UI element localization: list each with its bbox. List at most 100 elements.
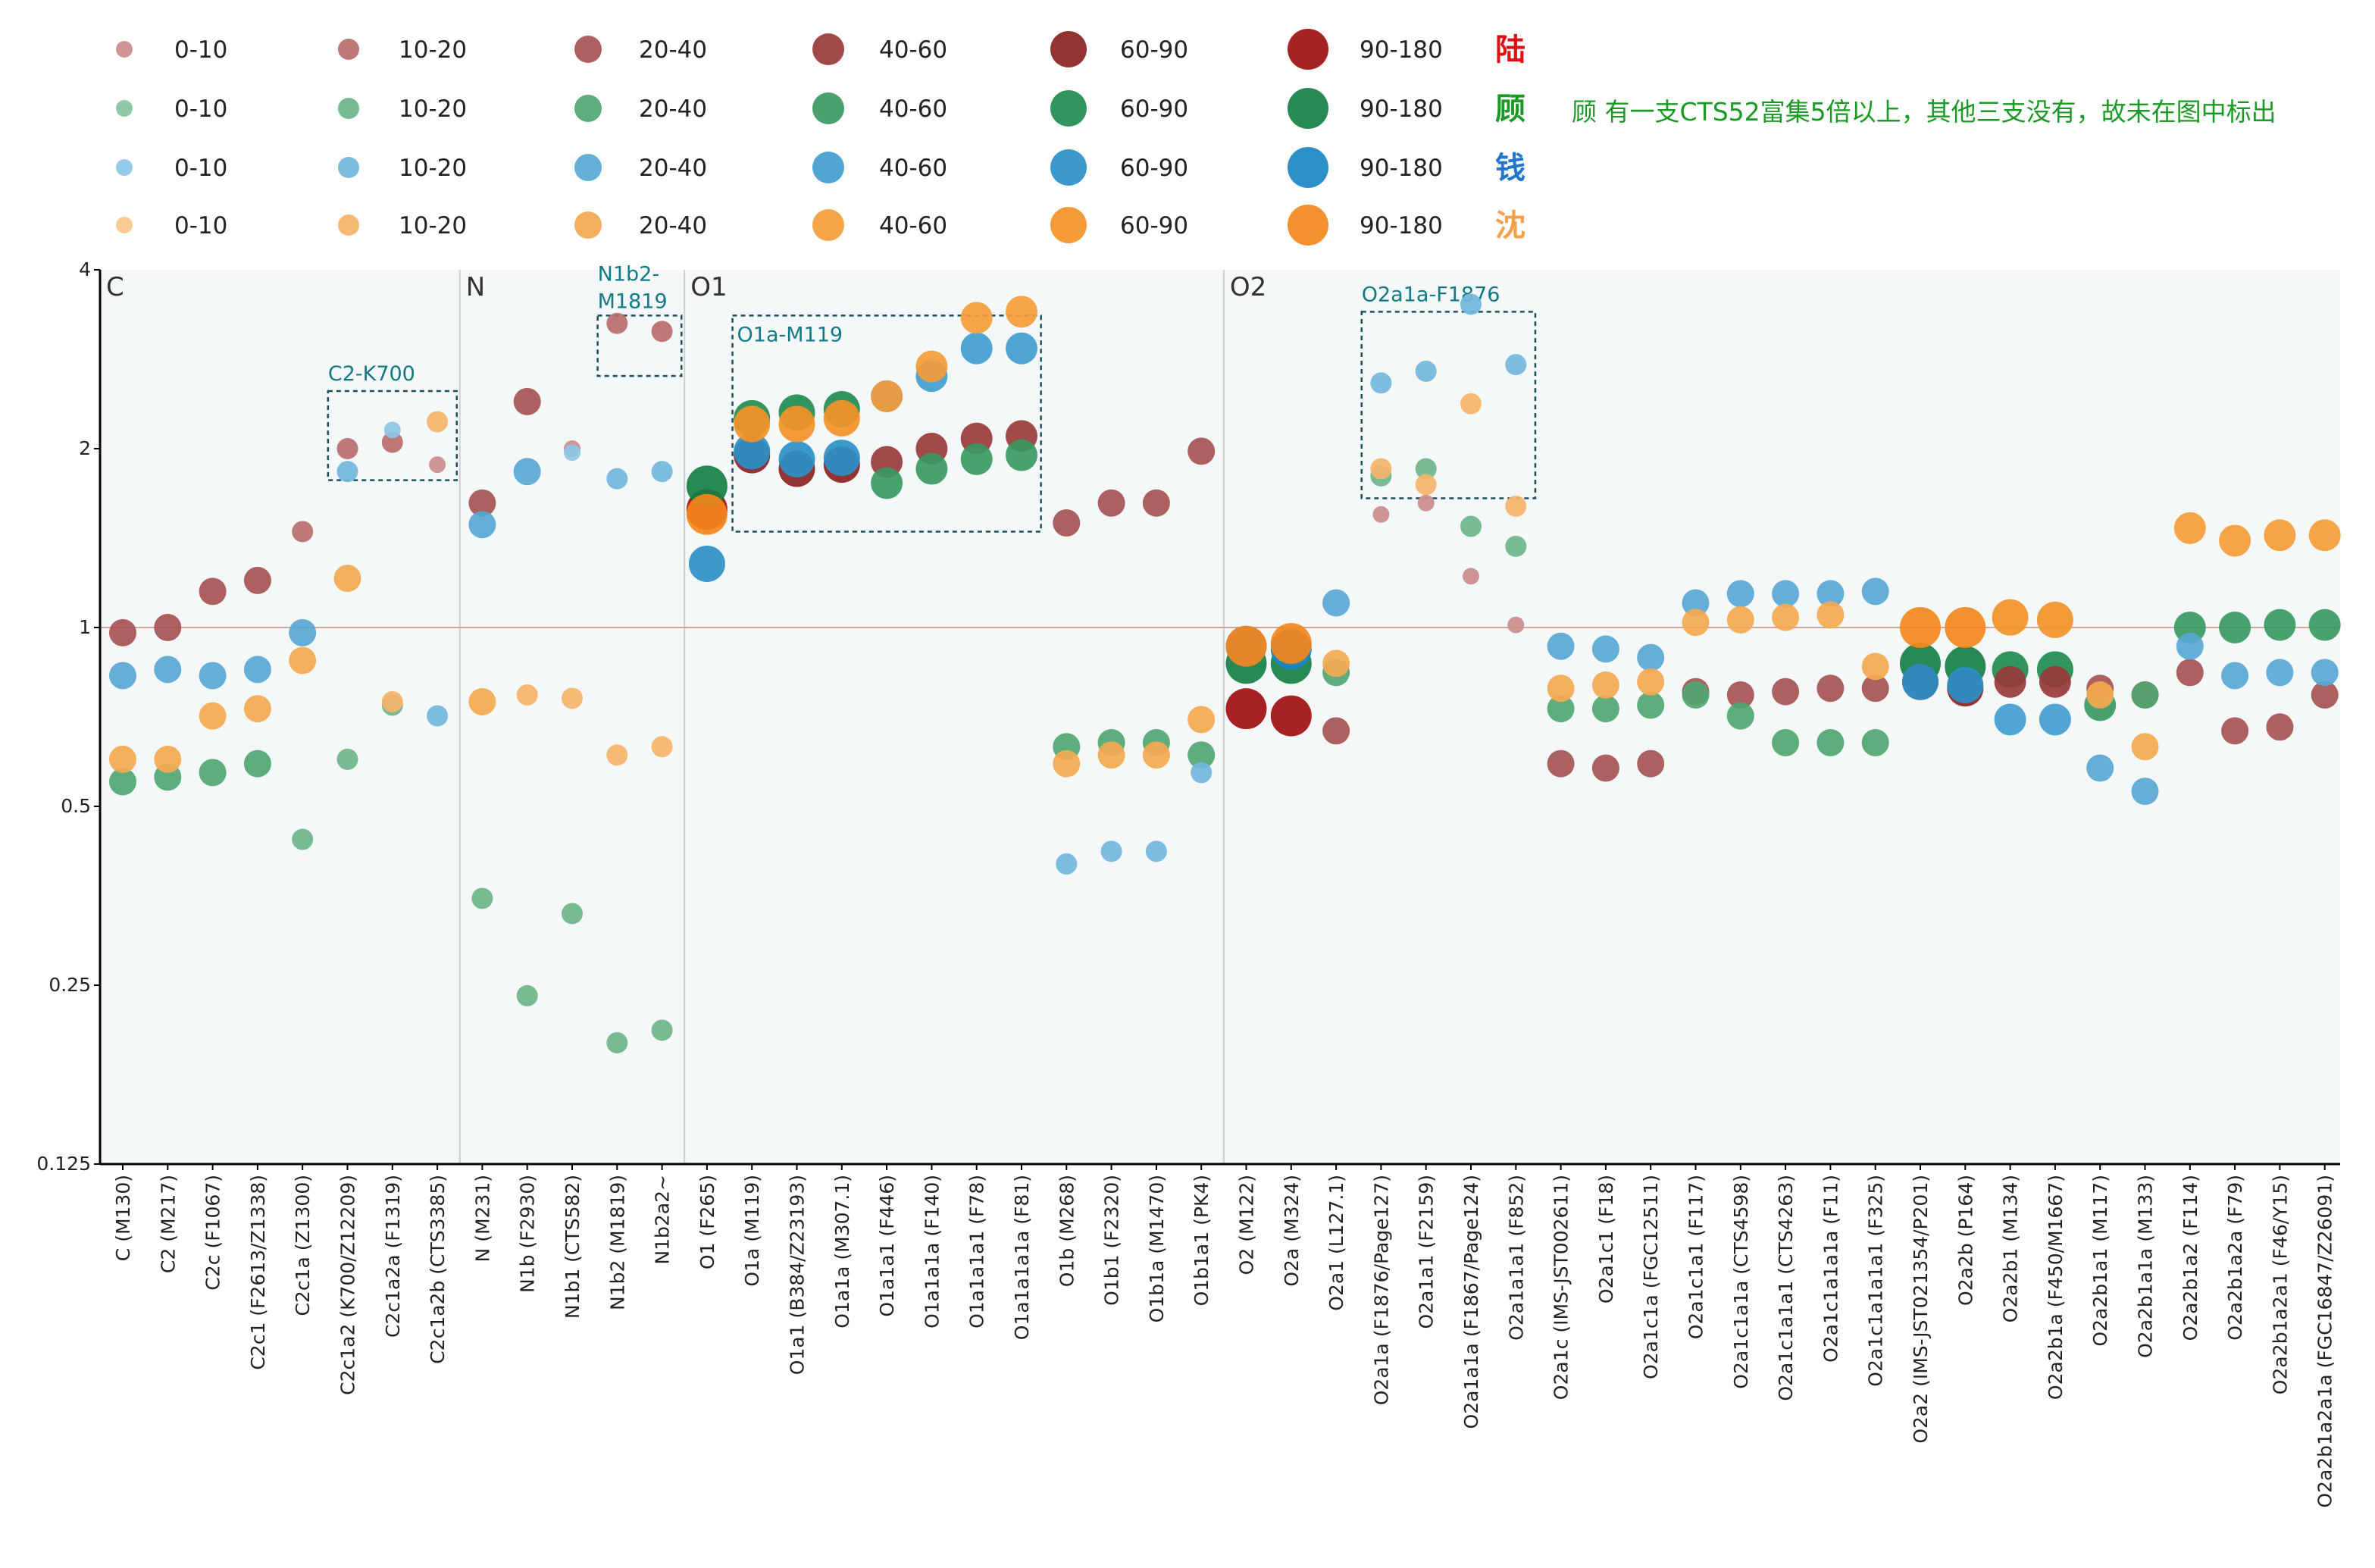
data-point-lu: [606, 312, 628, 334]
data-point-shen: [1370, 458, 1392, 480]
legend-bin-label: 90-180: [1360, 95, 1443, 123]
data-point-lu: [1816, 674, 1845, 703]
data-point-shen: [2308, 519, 2341, 552]
x-tick-label: O2a1a1a (F1867/Page124): [1460, 1175, 1482, 1429]
x-tick-label: O1b (M268): [1056, 1175, 1078, 1287]
x-tick-label: O1a1a (M307.1): [831, 1175, 853, 1329]
x-tick-label: O2a1c1 (F18): [1595, 1175, 1617, 1304]
data-point-shen: [1322, 649, 1350, 678]
x-tick-label: O2a1c1a (FGC12511): [1640, 1175, 1662, 1379]
box-label: O1a-M119: [737, 323, 843, 346]
x-tick-label: O2a2b1a (F450/M1667): [2045, 1175, 2067, 1400]
data-point-qian: [2266, 659, 2294, 687]
data-point-gu: [2264, 609, 2296, 641]
legend-marker-qian: [812, 152, 844, 183]
data-point-shen: [1772, 603, 1800, 631]
data-point-shen: [2264, 519, 2296, 552]
data-point-qian: [734, 433, 771, 470]
data-point-qian: [1902, 663, 1938, 700]
data-point-gu: [1591, 695, 1619, 723]
highlight-box: [596, 315, 683, 377]
legend-marker-lu: [1288, 29, 1328, 70]
data-point-qian: [823, 440, 860, 477]
data-point-gu: [1637, 691, 1665, 719]
legend-marker-qian: [574, 154, 602, 181]
data-point-lu: [1322, 717, 1350, 745]
data-point-gu: [2131, 681, 2159, 709]
data-point-shen: [651, 736, 673, 758]
data-point-lu: [1097, 489, 1125, 517]
data-point-lu: [381, 431, 403, 453]
legend-bin-label: 40-60: [879, 36, 947, 64]
data-point-qian: [1191, 762, 1213, 784]
data-point-qian: [2039, 703, 2071, 736]
data-point-shen: [1505, 495, 1527, 517]
data-point-gu: [960, 443, 993, 475]
y-tick-label: 0.25: [49, 974, 91, 996]
data-point-qian: [1637, 643, 1665, 671]
legend-bin-label: 90-180: [1360, 36, 1443, 64]
data-point-shen: [562, 687, 583, 709]
data-point-qian: [1772, 580, 1800, 608]
legend-bin-label: 10-20: [399, 95, 467, 123]
data-point-shen: [734, 405, 771, 443]
legend-marker-qian: [1288, 147, 1328, 188]
x-tick-label: O1a1a1a (F140): [921, 1175, 943, 1329]
legend-bin-label: 20-40: [639, 36, 707, 64]
data-point-gu: [606, 1031, 628, 1053]
legend-surname-gu: 顾: [1495, 92, 1525, 127]
x-tick-label: N1b2 (M1819): [606, 1175, 628, 1310]
data-point-shen: [1861, 653, 1889, 681]
data-point-shen: [1188, 706, 1216, 734]
x-tick-label: C2c (F1067): [202, 1175, 224, 1291]
data-point-lu: [109, 618, 136, 646]
data-point-gu: [243, 750, 271, 778]
legend-bin-label: 60-90: [1120, 155, 1188, 182]
data-point-shen: [1053, 750, 1081, 778]
data-point-lu: [2176, 659, 2204, 687]
data-point-shen: [381, 690, 403, 712]
data-point-qian: [1100, 840, 1122, 862]
legend-bin-label: 40-60: [879, 95, 947, 123]
data-point-shen: [1547, 674, 1575, 703]
data-point-lu: [513, 387, 541, 415]
legend-bin-label: 10-20: [399, 36, 467, 64]
x-tick-label: O2a1c (IMS-JST002611): [1550, 1175, 1572, 1400]
x-tick-label: O2a1c1a1a1 (CTS4263): [1775, 1175, 1797, 1401]
x-tick-label: O2a (M324): [1281, 1175, 1303, 1287]
x-tick-label: O2a1c1a1a1a1 (F325): [1865, 1175, 1887, 1387]
group-label: O2: [1230, 272, 1266, 302]
data-point-shen: [823, 399, 860, 437]
data-point-shen: [2219, 524, 2251, 557]
data-point-qian: [383, 421, 401, 439]
legend-marker-gu: [116, 100, 133, 117]
legend-surname-lu: 陆: [1495, 33, 1525, 67]
data-point-shen: [1992, 599, 2029, 636]
data-point-shen: [871, 380, 903, 412]
data-point-gu: [336, 748, 358, 770]
data-point-qian: [336, 461, 358, 483]
x-tick-label: O2a1c1a1a1a (F11): [1820, 1175, 1841, 1363]
legend-marker-shen: [116, 217, 133, 233]
legend-marker-lu: [1050, 31, 1087, 67]
legend-bin-label: 40-60: [879, 212, 947, 239]
x-tick-label: C2c1 (F2613/Z1338): [247, 1175, 269, 1370]
y-axis-ticks: 4 2 1 0.5 0.25 0.125: [36, 258, 100, 1175]
data-point-lu: [468, 489, 496, 517]
data-point-lu: [1142, 489, 1170, 517]
x-tick-label: C2c1a (Z1300): [292, 1175, 314, 1316]
legend-marker-shen: [338, 214, 359, 236]
data-point-qian: [513, 458, 541, 486]
data-point-lu: [199, 577, 227, 606]
data-point-shen: [1682, 609, 1710, 637]
data-point-shen: [1816, 601, 1845, 629]
x-tick-label: O1a1a1a1 (F78): [966, 1175, 988, 1329]
legend-bin-label: 60-90: [1120, 212, 1188, 239]
data-point-shen: [1637, 668, 1665, 696]
x-tick-label: C2c1a2a (F1319): [382, 1175, 404, 1338]
data-point-qian: [154, 656, 182, 684]
data-point-qian: [468, 511, 496, 539]
legend-bin-label: 0-10: [174, 212, 227, 239]
data-point-gu: [562, 903, 583, 925]
